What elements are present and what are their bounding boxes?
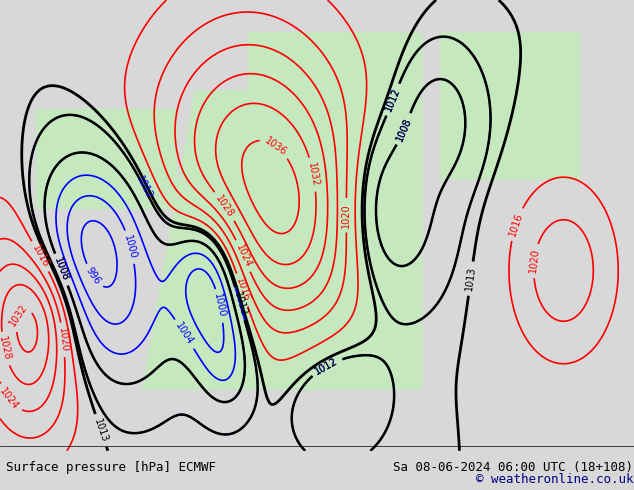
- Text: 1004: 1004: [174, 321, 195, 347]
- Text: 1008: 1008: [52, 256, 70, 283]
- Text: 1032: 1032: [8, 302, 30, 328]
- Text: 1028: 1028: [0, 336, 12, 362]
- Text: © weatheronline.co.uk: © weatheronline.co.uk: [476, 472, 633, 486]
- Text: 996: 996: [84, 266, 103, 287]
- Text: 1008: 1008: [394, 116, 413, 143]
- Text: 1012: 1012: [313, 356, 340, 376]
- Text: 1012: 1012: [134, 175, 155, 201]
- Text: 1000: 1000: [212, 293, 227, 319]
- Text: 1008: 1008: [394, 116, 413, 143]
- Text: 1016: 1016: [507, 211, 525, 238]
- Text: 1012: 1012: [384, 86, 402, 113]
- Text: 1000: 1000: [122, 234, 138, 260]
- Text: 1012: 1012: [384, 86, 402, 113]
- Text: 1008: 1008: [52, 256, 70, 283]
- Text: 1016: 1016: [30, 243, 51, 270]
- Text: Surface pressure [hPa] ECMWF: Surface pressure [hPa] ECMWF: [6, 462, 216, 474]
- Text: 1013: 1013: [92, 417, 110, 443]
- Text: 1024: 1024: [234, 243, 253, 270]
- Text: 1016: 1016: [233, 277, 251, 303]
- Text: 1024: 1024: [0, 386, 20, 412]
- Text: Sa 08-06-2024 06:00 UTC (18+108): Sa 08-06-2024 06:00 UTC (18+108): [393, 462, 633, 474]
- Text: 1032: 1032: [306, 161, 320, 188]
- Text: 1012: 1012: [232, 291, 248, 317]
- Text: 1020: 1020: [341, 203, 351, 227]
- Text: 1036: 1036: [262, 135, 288, 157]
- Text: 1013: 1013: [464, 266, 477, 292]
- Text: 1020: 1020: [528, 248, 541, 274]
- Text: 1012: 1012: [313, 356, 340, 376]
- Text: 1020: 1020: [57, 327, 70, 353]
- Text: 1028: 1028: [214, 193, 236, 219]
